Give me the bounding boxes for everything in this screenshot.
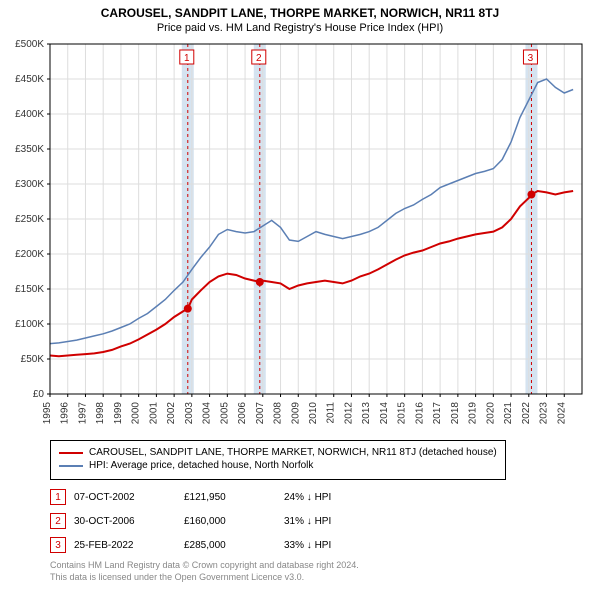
sale-marker-num: 1 [184,53,190,64]
x-tick-label: 2023 [539,402,550,425]
sale-point [256,278,264,286]
x-tick-label: 2022 [521,402,532,425]
x-tick-label: 1996 [60,402,71,425]
sale-point [184,305,192,313]
x-tick-label: 2019 [468,402,479,425]
x-tick-label: 2024 [556,402,567,425]
sale-date: 30-OCT-2006 [74,516,184,527]
sale-date: 07-OCT-2002 [74,492,184,503]
x-tick-label: 2008 [273,402,284,425]
footer-attribution: Contains HM Land Registry data © Crown c… [50,560,359,583]
sale-hpi-diff: 31% ↓ HPI [284,516,384,527]
sale-marker-num: 3 [528,53,534,64]
sale-row: 2 30-OCT-2006£160,00031% ↓ HPI [50,509,384,533]
x-tick-label: 1999 [113,402,124,425]
y-tick-label: £400K [15,109,44,120]
y-tick-label: £100K [15,319,44,330]
x-tick-label: 2015 [397,402,408,425]
x-tick-label: 1995 [42,402,53,425]
x-tick-label: 2013 [361,402,372,425]
y-tick-label: £50K [21,354,45,365]
y-tick-label: £350K [15,144,44,155]
legend-label: CAROUSEL, SANDPIT LANE, THORPE MARKET, N… [89,447,497,458]
sale-date: 25-FEB-2022 [74,540,184,551]
sale-price: £121,950 [184,492,284,503]
sale-row: 3 25-FEB-2022£285,00033% ↓ HPI [50,533,384,557]
y-tick-label: £450K [15,74,44,85]
legend-swatch [59,452,83,454]
x-tick-label: 2006 [237,402,248,425]
y-tick-label: £0 [33,389,45,400]
x-tick-label: 1997 [77,402,88,425]
sale-marker-box: 2 [50,513,66,529]
sale-marker-box: 1 [50,489,66,505]
sale-hpi-diff: 24% ↓ HPI [284,492,384,503]
y-tick-label: £250K [15,214,44,225]
sale-hpi-diff: 33% ↓ HPI [284,540,384,551]
x-tick-label: 2020 [485,402,496,425]
x-tick-label: 2001 [148,402,159,425]
x-tick-label: 2018 [450,402,461,425]
y-tick-label: £150K [15,284,44,295]
legend-swatch [59,465,83,467]
x-tick-label: 2010 [308,402,319,425]
sale-marker-box: 3 [50,537,66,553]
x-tick-label: 2007 [255,402,266,425]
legend: CAROUSEL, SANDPIT LANE, THORPE MARKET, N… [50,440,506,480]
footer-line: Contains HM Land Registry data © Crown c… [50,560,359,572]
x-tick-label: 2021 [503,402,514,425]
legend-label: HPI: Average price, detached house, Nort… [89,460,313,471]
x-tick-label: 2011 [326,402,337,424]
x-tick-label: 2003 [184,402,195,425]
y-tick-label: £500K [15,39,44,50]
y-tick-label: £300K [15,179,44,190]
legend-item: HPI: Average price, detached house, Nort… [59,460,497,471]
x-tick-label: 2005 [219,402,230,425]
footer-line: This data is licensed under the Open Gov… [50,572,359,584]
sale-point [527,191,535,199]
x-tick-label: 2017 [432,402,443,425]
x-tick-label: 1998 [95,402,106,425]
x-tick-label: 2004 [202,402,213,425]
sale-marker-num: 2 [256,53,262,64]
x-tick-label: 2000 [131,402,142,425]
x-tick-label: 2014 [379,402,390,425]
y-tick-label: £200K [15,249,44,260]
price-chart: £0 £50K £100K £150K £200K £250K £300K £350K £400… [0,0,600,434]
sales-table: 1 07-OCT-2002£121,95024% ↓ HPI 2 30-OCT-200… [50,485,384,557]
x-tick-label: 2016 [414,402,425,425]
sale-price: £160,000 [184,516,284,527]
sale-row: 1 07-OCT-2002£121,95024% ↓ HPI [50,485,384,509]
x-tick-label: 2002 [166,402,177,425]
x-tick-label: 2009 [290,402,301,425]
sale-price: £285,000 [184,540,284,551]
x-tick-label: 2012 [343,402,354,425]
legend-item: CAROUSEL, SANDPIT LANE, THORPE MARKET, N… [59,447,497,458]
